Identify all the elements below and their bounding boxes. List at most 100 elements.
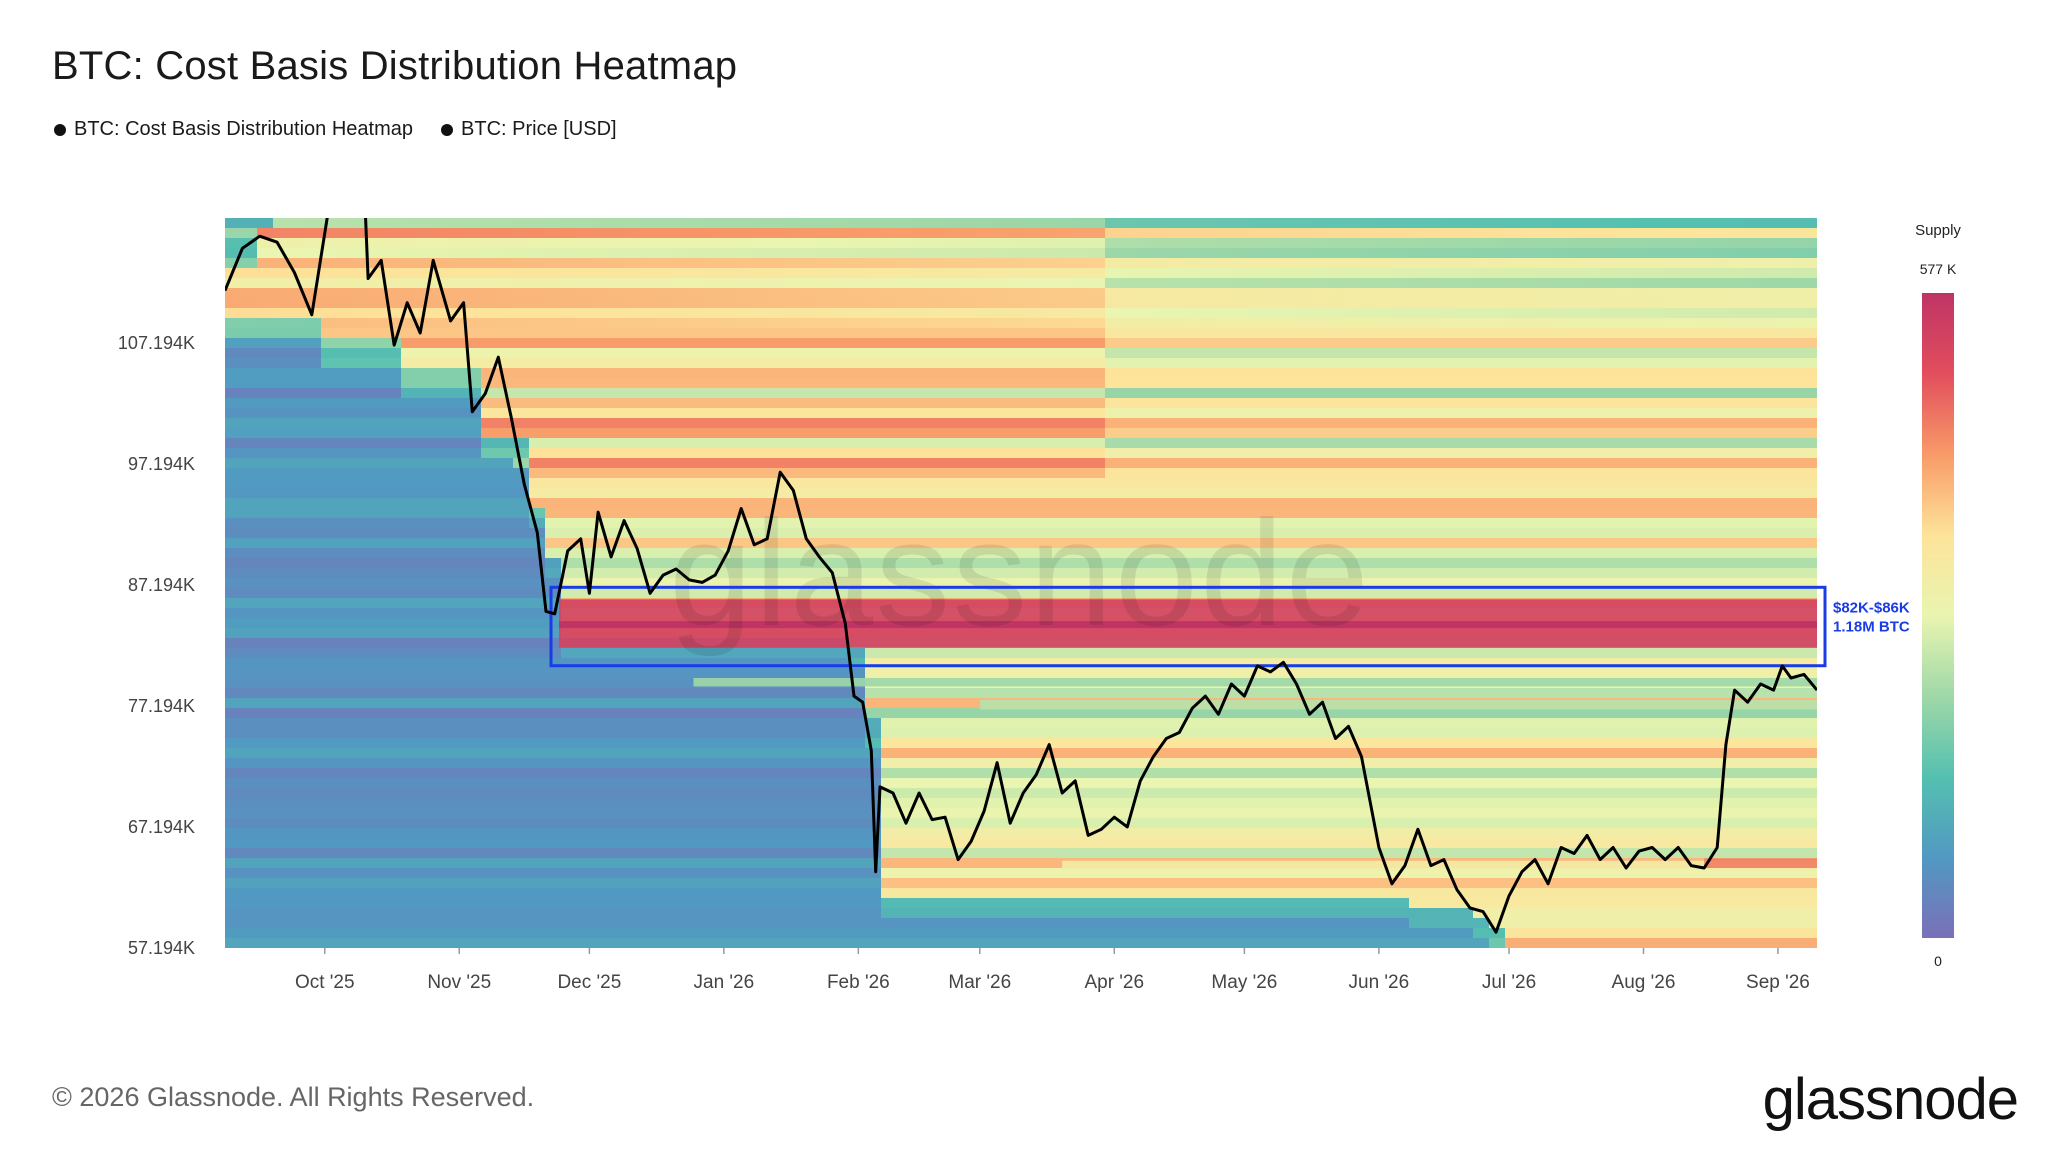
heatmap-cell (433, 608, 450, 619)
heatmap-cell (241, 778, 258, 789)
heatmap-cell (881, 328, 898, 339)
heatmap-cell (1169, 508, 1186, 519)
heatmap-cell (945, 418, 962, 429)
heatmap-cell (241, 548, 258, 559)
heatmap-cell (977, 528, 994, 539)
heatmap-cell (849, 558, 866, 569)
heatmap-cell (673, 248, 690, 259)
heatmap-cell (753, 318, 770, 329)
heatmap-cell (385, 318, 402, 329)
heatmap-cell (625, 388, 642, 399)
heatmap-cell (737, 428, 754, 439)
heatmap-cell (641, 318, 658, 329)
heatmap-cell (417, 518, 434, 529)
heatmap-cell (481, 778, 498, 789)
legend-item-price[interactable]: BTC: Price [USD] (441, 118, 617, 141)
heatmap-cell (737, 548, 754, 559)
heatmap-cell (433, 458, 450, 469)
heatmap-cell (1089, 518, 1106, 529)
heatmap-cell (865, 848, 882, 859)
heatmap-cell (1217, 938, 1234, 948)
heatmap-cell (1153, 428, 1170, 439)
heatmap-cell (225, 858, 242, 869)
heatmap-cell (1185, 268, 1202, 279)
heatmap-cell (865, 888, 882, 899)
heatmap-cell (881, 458, 898, 469)
heatmap-cell (913, 508, 930, 519)
heatmap-cell (529, 228, 546, 239)
heatmap-cell (257, 708, 274, 719)
heatmap-cell (1185, 378, 1202, 389)
heatmap-cell (1201, 718, 1218, 729)
heatmap-cell (353, 918, 370, 929)
heatmap-cell (1201, 378, 1218, 389)
heatmap-cell (481, 688, 498, 699)
heatmap-cell (609, 568, 626, 579)
heatmap-cell (481, 598, 498, 609)
heatmap-cell (929, 688, 946, 699)
heatmap-cell (1137, 468, 1154, 479)
heatmap-cell (753, 768, 770, 779)
heatmap-cell (865, 338, 882, 349)
heatmap-cell (257, 358, 274, 369)
heatmap-cell (1057, 828, 1074, 839)
heatmap-cell (433, 348, 450, 359)
heatmap-cell (689, 228, 706, 239)
heatmap-cell (225, 638, 242, 649)
heatmap-cell (1089, 258, 1106, 269)
heatmap-cell (657, 858, 674, 869)
heatmap-cell (673, 868, 690, 879)
heatmap-cell (641, 578, 658, 589)
heatmap-cell (337, 558, 354, 569)
legend-item-heatmap[interactable]: BTC: Cost Basis Distribution Heatmap (54, 118, 413, 141)
heatmap-cell (353, 318, 370, 329)
heatmap-cell (225, 788, 242, 799)
heatmap-cell (1057, 438, 1074, 449)
heatmap-cell (241, 348, 258, 359)
heatmap-cell (1009, 728, 1026, 739)
heatmap-cell (657, 348, 674, 359)
heatmap-cell (465, 828, 482, 839)
heatmap-cell (289, 788, 306, 799)
heatmap-cell (1137, 338, 1154, 349)
heatmap-cell (481, 488, 498, 499)
heatmap-cell (737, 328, 754, 339)
heatmap-cell (289, 418, 306, 429)
heatmap-cell (353, 748, 370, 759)
heatmap-cell (465, 678, 482, 689)
heatmap-cell (1217, 928, 1234, 939)
heatmap-cell (625, 278, 642, 289)
heatmap-cell (625, 368, 642, 379)
heatmap-cell (289, 568, 306, 579)
heatmap-cell (433, 588, 450, 599)
heatmap-cell (609, 428, 626, 439)
heatmap-cell (737, 658, 754, 669)
heatmap-cell (721, 578, 738, 589)
heatmap-cell (817, 578, 834, 589)
heatmap-cell (497, 628, 514, 639)
heatmap-cell (257, 678, 274, 689)
heatmap-cell (865, 728, 882, 739)
heatmap-cell (225, 248, 242, 259)
heatmap-cell (337, 858, 354, 869)
heatmap-cell (1025, 288, 1042, 299)
heatmap-cell (1217, 918, 1234, 929)
heatmap-cell (689, 328, 706, 339)
heatmap-cell (1153, 828, 1170, 839)
heatmap-cell (801, 428, 818, 439)
heatmap-cell (417, 478, 434, 489)
heatmap-cell (1233, 878, 1250, 889)
heatmap-cell (817, 308, 834, 319)
heatmap-cell (513, 808, 530, 819)
heatmap-cell (865, 478, 882, 489)
heatmap-cell (689, 458, 706, 469)
heatmap-cell (609, 798, 626, 809)
heatmap-cell (1089, 648, 1106, 659)
heatmap-cell (305, 798, 322, 809)
heatmap-cell (689, 908, 706, 919)
heatmap-cell (481, 428, 498, 439)
heatmap-cell (385, 288, 402, 299)
heatmap-cell (289, 358, 306, 369)
heatmap-cell (401, 408, 418, 419)
heatmap-cell (305, 768, 322, 779)
